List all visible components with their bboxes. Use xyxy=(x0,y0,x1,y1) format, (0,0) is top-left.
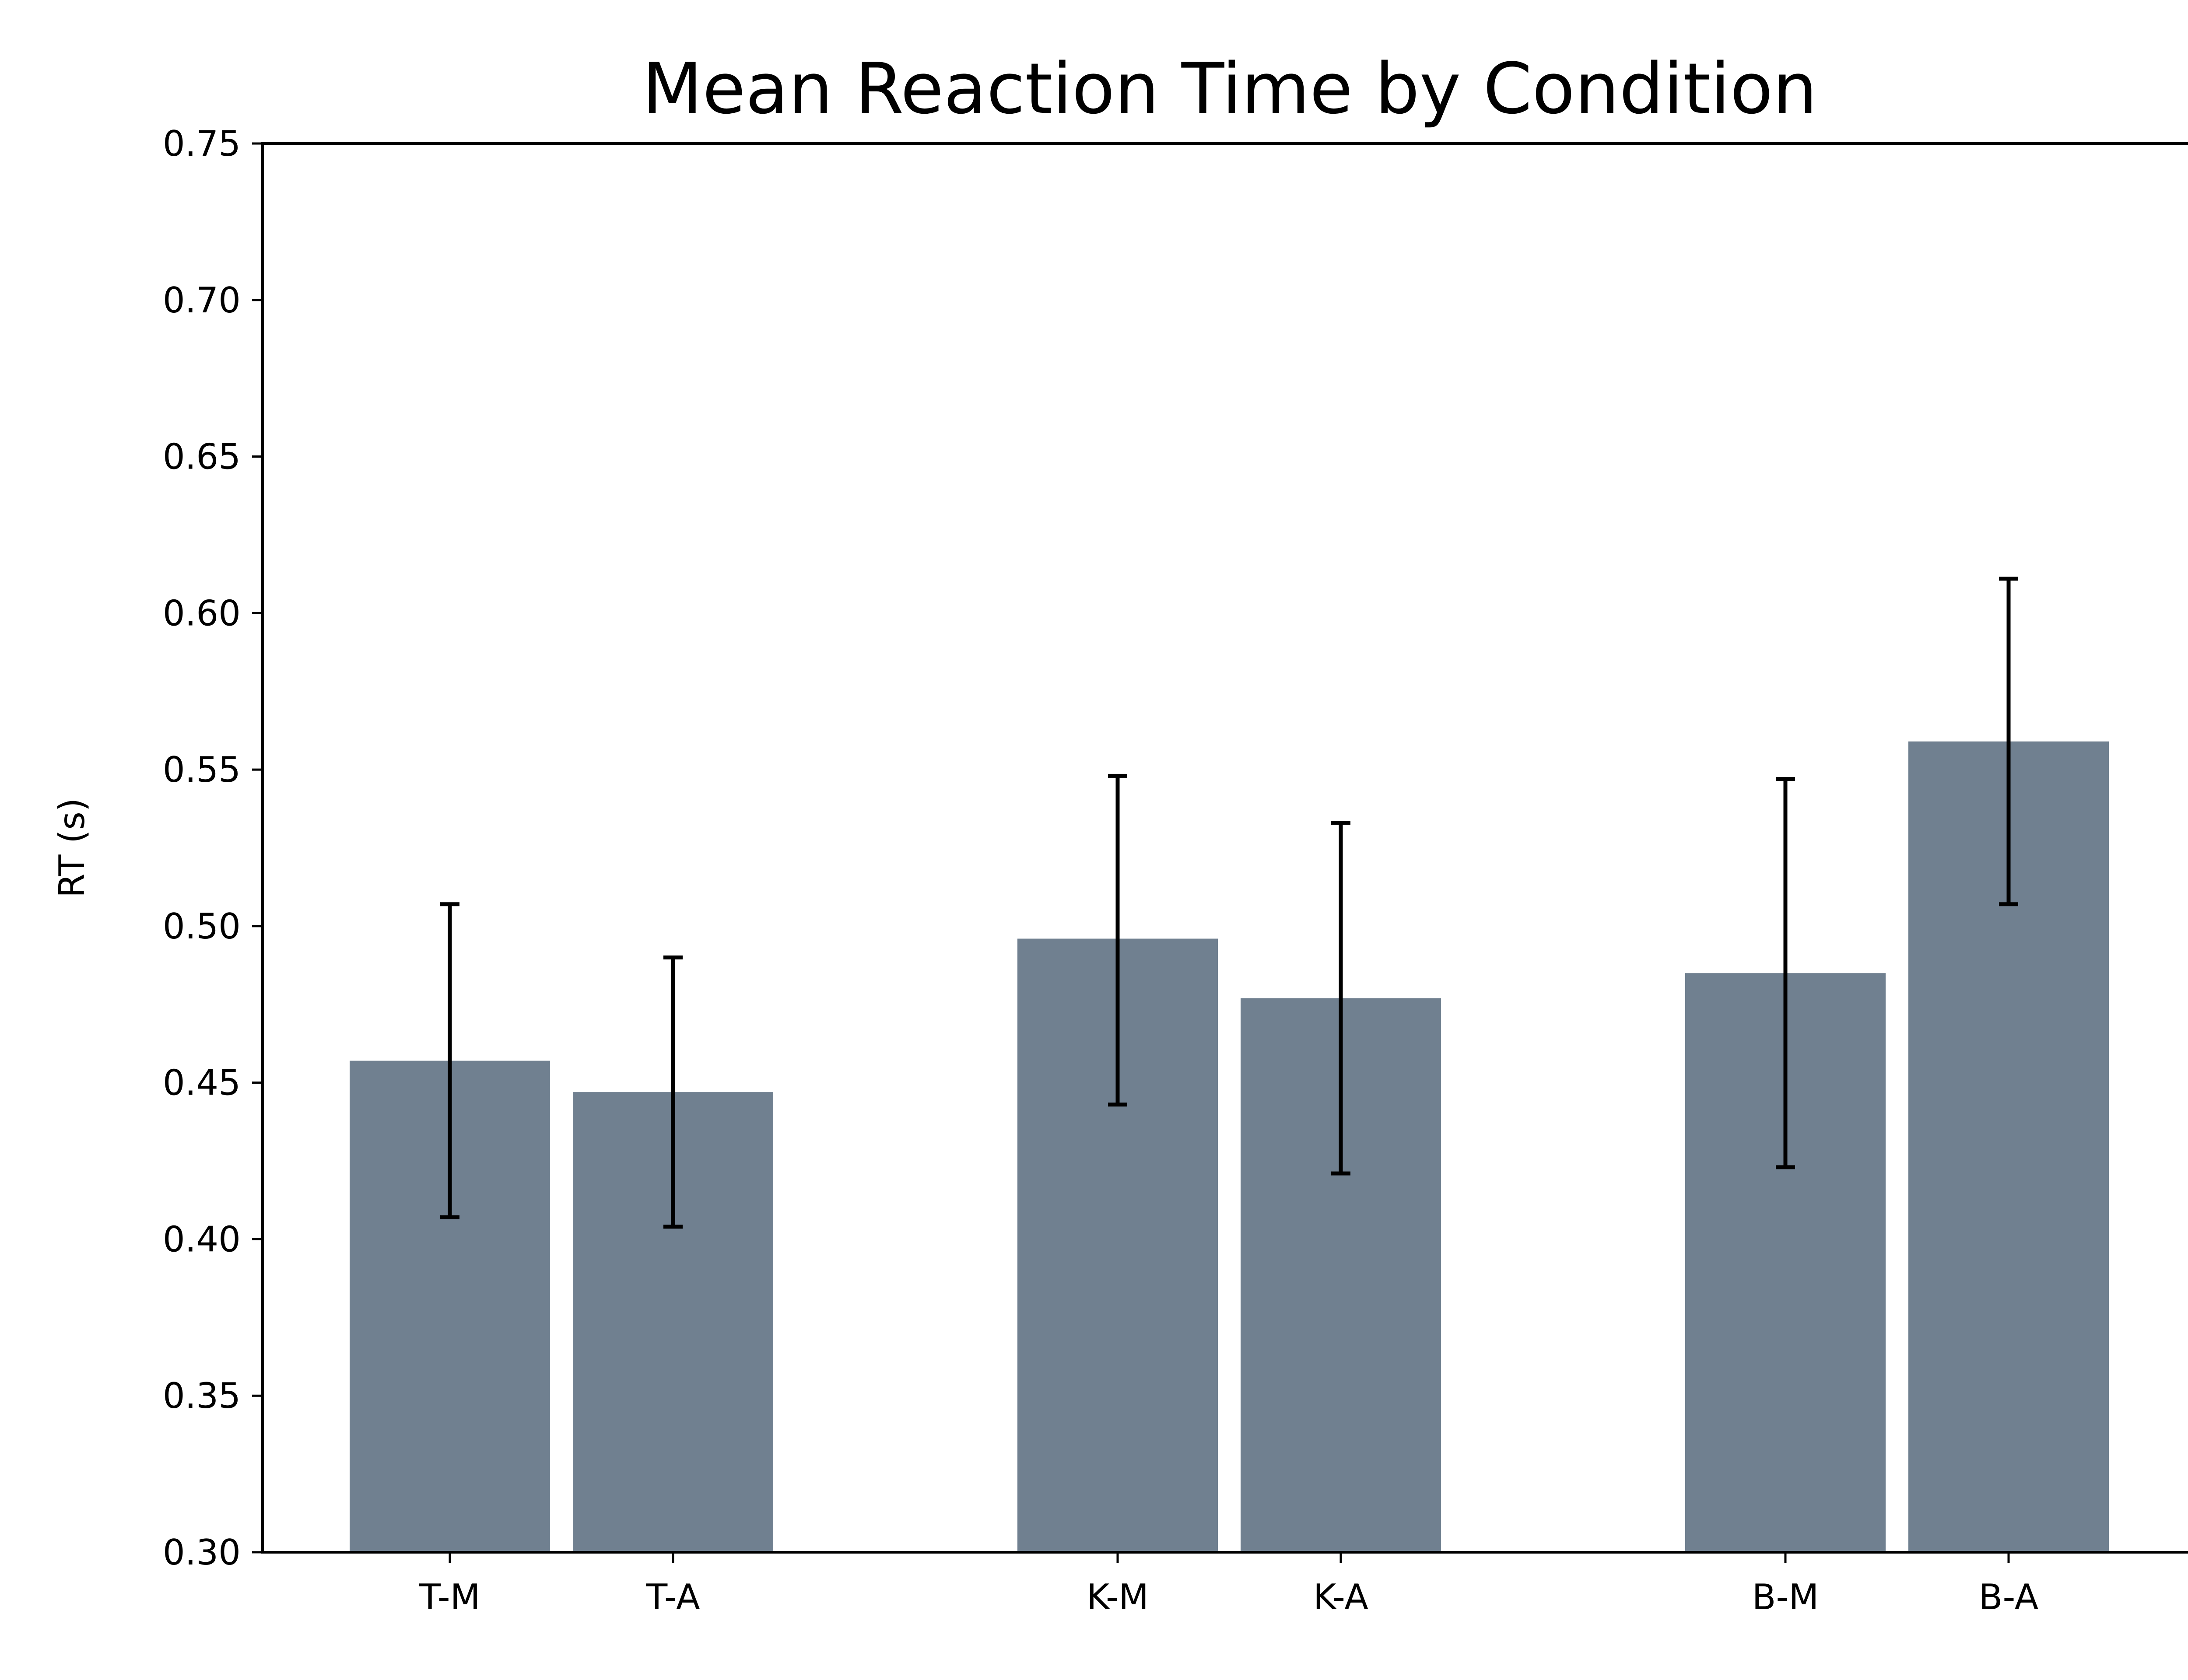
error-bar-k-m xyxy=(1108,774,1127,1107)
error-bar-t-a xyxy=(663,955,683,1229)
chart-title: Mean Reaction Time by Condition xyxy=(642,48,1817,130)
y-tick-label: 0.50 xyxy=(163,906,241,947)
error-bar-b-a xyxy=(1999,577,2018,906)
x-axis-ticks: T-M T-A K-M K-A B-M B-A xyxy=(419,1552,2039,1617)
y-tick-label: 0.60 xyxy=(163,593,241,634)
plot-frame xyxy=(261,142,2188,1554)
error-bar-t-m xyxy=(440,902,459,1219)
error-bars-group xyxy=(440,577,2018,1229)
y-tick-label: 0.35 xyxy=(163,1376,241,1416)
x-tick-label: T-M xyxy=(419,1577,480,1617)
x-tick-label: K-M xyxy=(1087,1577,1149,1617)
error-bar-k-a xyxy=(1331,821,1350,1176)
error-bar-b-m xyxy=(1776,777,1795,1169)
y-tick-label: 0.65 xyxy=(163,437,241,477)
x-tick-label: T-A xyxy=(645,1577,700,1617)
y-tick-label: 0.75 xyxy=(163,123,241,164)
y-tick-label: 0.40 xyxy=(163,1219,241,1260)
y-tick-label: 0.45 xyxy=(163,1063,241,1103)
x-tick-label: B-A xyxy=(1979,1577,2039,1617)
y-tick-label: 0.30 xyxy=(163,1532,241,1573)
bars-group xyxy=(350,741,2109,1552)
y-tick-label: 0.70 xyxy=(163,280,241,321)
x-tick-label: B-M xyxy=(1752,1577,1819,1617)
y-axis-label: RT (s) xyxy=(52,798,92,898)
y-axis-ticks: 0.30 0.35 0.40 0.45 0.50 0.55 0.60 0.65 0.70 0.75 xyxy=(163,123,263,1573)
y-tick-label: 0.55 xyxy=(163,749,241,790)
x-tick-label: K-A xyxy=(1313,1577,1368,1617)
